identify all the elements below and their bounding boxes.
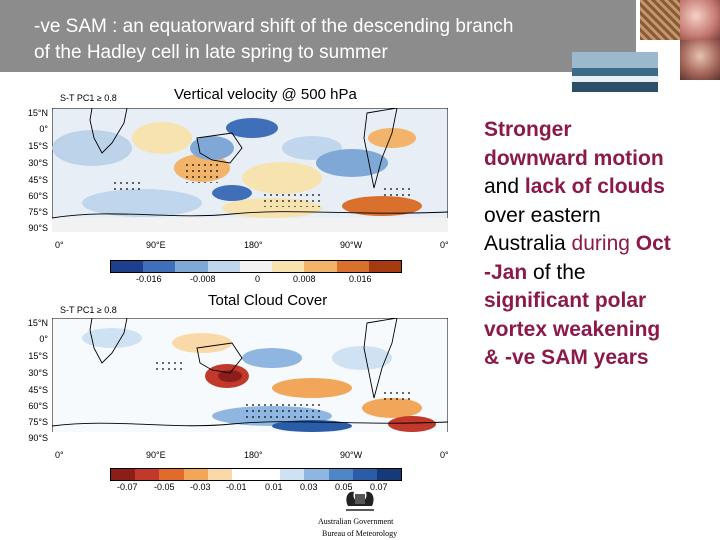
lon-label: 90°W <box>340 240 363 250</box>
colorbar-swatch <box>207 261 240 272</box>
lat-label: 0° <box>39 124 48 134</box>
top-panel-tag: S-T PC1 ≥ 0.8 <box>60 93 117 103</box>
lat-label: 15°N <box>27 318 48 328</box>
lon-label: 90°E <box>146 240 166 250</box>
lon-label: 180° <box>244 450 263 460</box>
side-line-9: & -ve SAM years <box>484 346 649 369</box>
colorbar-label: 0.016 <box>349 274 372 284</box>
lat-label: 30°S <box>28 158 48 168</box>
ocean-wave-photo <box>572 52 658 92</box>
vertical-velocity-map <box>52 108 448 232</box>
top-map-title: Vertical velocity @ 500 hPa <box>174 86 357 103</box>
top-colorbar <box>110 260 402 273</box>
lat-label: 15°S <box>28 141 48 151</box>
side-line-2: downward motion <box>484 146 664 170</box>
colorbar-swatch <box>175 261 208 272</box>
lat-label: 45°S <box>28 385 48 395</box>
colorbar-label: -0.01 <box>226 482 247 492</box>
lat-label: 15°S <box>28 351 48 361</box>
storm-photo <box>680 40 720 80</box>
slide-title: -ve SAM : an equatorward shift of the de… <box>34 14 624 66</box>
colorbar-swatch <box>368 261 401 272</box>
colorbar-label: 0.01 <box>265 482 283 492</box>
colorbar-swatch <box>183 469 208 480</box>
lon-label: 90°E <box>146 450 166 460</box>
header-bar: -ve SAM : an equatorward shift of the de… <box>0 0 636 72</box>
colorbar-label: 0 <box>255 274 261 284</box>
colorbar-swatch <box>231 469 257 480</box>
side-line-5: Australia during Oct <box>484 232 671 255</box>
lat-label: 90°S <box>28 223 48 233</box>
colorbar-swatch <box>135 469 160 480</box>
side-line-3: and lack of clouds <box>484 175 665 198</box>
lon-label: 0° <box>55 240 64 250</box>
side-commentary: Stronger downward motion and lack of clo… <box>484 116 714 373</box>
colorbar-swatch <box>280 469 305 480</box>
colorbar-swatch <box>143 261 176 272</box>
colorbar-swatch <box>159 469 184 480</box>
cracked-earth-photo <box>640 0 680 40</box>
colorbar-swatch <box>272 261 305 272</box>
lat-label: 75°S <box>28 417 48 427</box>
colorbar-swatch <box>304 261 337 272</box>
colorbar-swatch <box>376 469 402 480</box>
colorbar-label: -0.008 <box>190 274 216 284</box>
lat-label: 60°S <box>28 401 48 411</box>
colorbar-label: -0.05 <box>154 482 175 492</box>
slide-title-line-2: of the Hadley cell in late spring to sum… <box>34 42 388 63</box>
colorbar-label: 0.05 <box>335 482 353 492</box>
side-line-6: -Jan of the <box>484 260 586 284</box>
colorbar-swatch <box>352 469 377 480</box>
lat-label: 15°N <box>27 108 48 118</box>
cloud-photo <box>680 0 720 40</box>
bottom-map-title: Total Cloud Cover <box>208 292 328 309</box>
colorbar-label: -0.016 <box>136 274 162 284</box>
side-line-1: Stronger <box>484 118 572 141</box>
lon-label: 0° <box>440 450 449 460</box>
colorbar-swatch <box>111 469 136 480</box>
bottom-panel-tag: S-T PC1 ≥ 0.8 <box>60 305 117 315</box>
logo-line-1: Australian Government <box>318 517 394 526</box>
colorbar-label: -0.03 <box>190 482 211 492</box>
colorbar-swatch <box>304 469 329 480</box>
slide-title-line-1: -ve SAM : an equatorward shift of the de… <box>34 16 514 37</box>
colorbar-swatch <box>328 469 353 480</box>
lon-label: 90°W <box>340 450 363 460</box>
lon-label: 180° <box>244 240 263 250</box>
colorbar-swatch <box>256 469 281 480</box>
logo-line-2: Bureau of Meteorology <box>322 529 398 538</box>
colorbar-swatch <box>207 469 232 480</box>
lat-label: 45°S <box>28 175 48 185</box>
lat-label: 0° <box>39 334 48 344</box>
lat-label: 75°S <box>28 207 48 217</box>
side-line-4: over eastern <box>484 203 601 227</box>
colorbar-label: 0.03 <box>300 482 318 492</box>
coat-of-arms-logo <box>346 491 374 511</box>
side-line-7: significant polar <box>484 289 647 312</box>
colorbar-swatch <box>239 261 273 272</box>
colorbar-label: 0.008 <box>293 274 316 284</box>
lat-label: 30°S <box>28 368 48 378</box>
lon-label: 0° <box>55 450 64 460</box>
colorbar-swatch <box>111 261 144 272</box>
colorbar-swatch <box>336 261 369 272</box>
lat-label: 90°S <box>28 433 48 443</box>
colorbar-label: 0.07 <box>370 482 388 492</box>
side-line-8: vortex weakening <box>484 317 661 341</box>
lon-label: 0° <box>440 240 449 250</box>
bottom-colorbar <box>110 468 402 481</box>
lat-label: 60°S <box>28 191 48 201</box>
colorbar-label: -0.07 <box>117 482 138 492</box>
total-cloud-cover-map <box>52 318 448 442</box>
